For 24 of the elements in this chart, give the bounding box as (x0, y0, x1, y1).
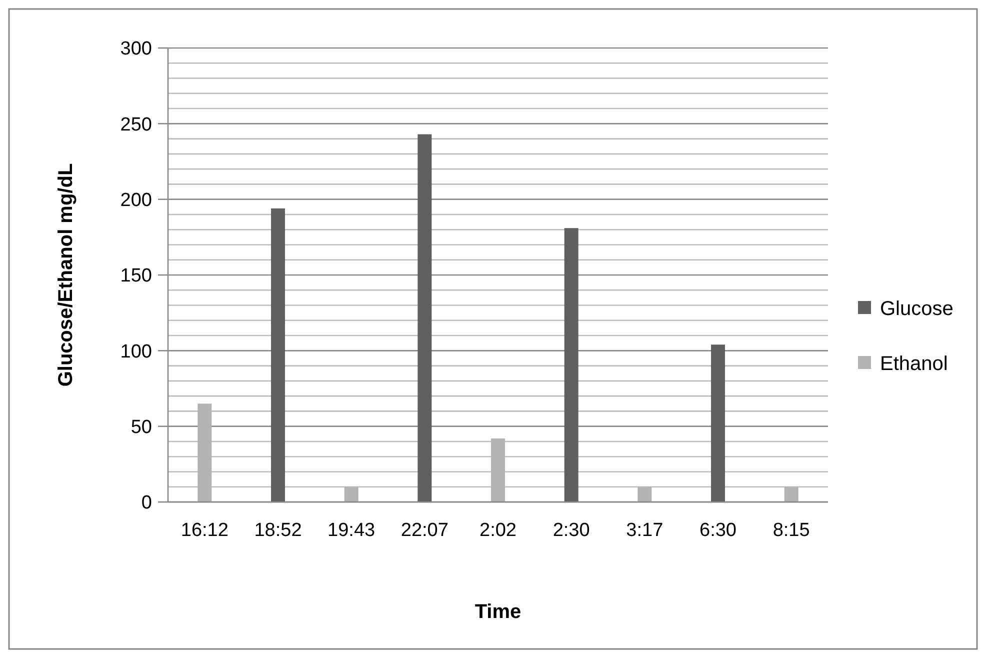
y-tick-label: 50 (130, 416, 152, 438)
bar (271, 208, 285, 502)
x-tick-label: 6:30 (700, 520, 736, 541)
x-tick-label: 2:02 (480, 520, 516, 541)
y-tick-label: 200 (120, 190, 152, 211)
x-tick-label: 22:07 (400, 520, 448, 541)
y-tick-label: 0 (141, 492, 152, 514)
bar (418, 134, 432, 502)
bar (711, 344, 725, 502)
y-tick-label: 100 (120, 341, 152, 362)
x-tick-label: 8:15 (772, 520, 810, 541)
x-tick-label: 2:30 (552, 520, 590, 541)
legend-label: Glucose (880, 298, 954, 320)
x-tick-label: 3:17 (626, 520, 664, 541)
bar (564, 228, 578, 502)
legend-label: Ethanol (880, 353, 948, 375)
y-tick-label: 150 (120, 266, 152, 287)
y-tick-label: 300 (120, 38, 152, 60)
x-tick-label: 16:12 (180, 520, 228, 541)
y-axis-title: Glucose/Ethanol mg/dL (55, 163, 77, 387)
y-tick-label: 250 (120, 114, 152, 136)
x-tick-label: 18:52 (254, 520, 302, 541)
x-axis-title: Time (474, 601, 522, 623)
x-tick-label: 19:43 (328, 520, 376, 541)
